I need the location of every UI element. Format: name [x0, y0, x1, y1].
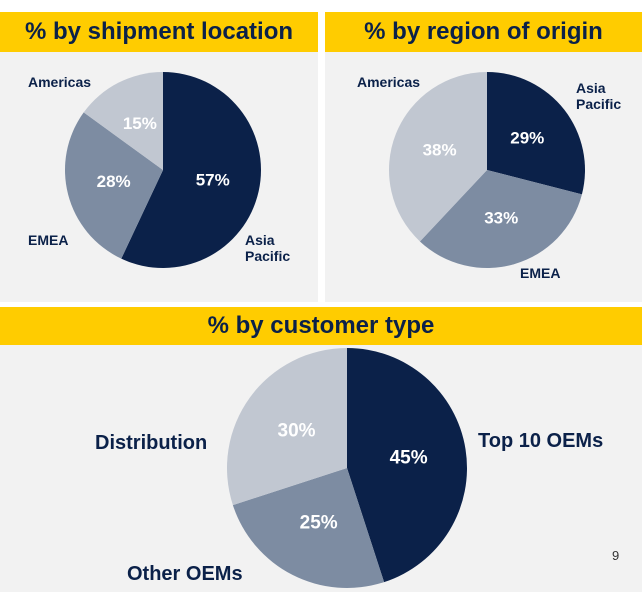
value-label: 57%	[196, 171, 230, 190]
pie-slice	[419, 170, 582, 268]
value-label: 29%	[510, 128, 544, 147]
pie-slice	[64, 112, 163, 259]
pie-slice	[389, 72, 487, 242]
slice-label: EMEA	[520, 265, 561, 281]
panel-title: % by region of origin	[325, 12, 642, 52]
value-label: 45%	[390, 447, 428, 468]
pie-slice	[226, 348, 347, 506]
panel-title: % by customer type	[0, 307, 642, 345]
value-label: 30%	[278, 420, 316, 441]
slice-label: Asia Pacific	[576, 80, 622, 113]
slice-label: Americas	[28, 74, 92, 90]
slice-label: EMEA	[28, 232, 69, 248]
slice-label: Americas	[357, 74, 421, 90]
pie-slice	[232, 468, 385, 588]
value-label: 25%	[300, 513, 338, 534]
pie-slice	[83, 72, 163, 170]
value-label: 28%	[97, 172, 131, 191]
slice-label: Top 10 OEMs	[478, 430, 604, 452]
value-label: 33%	[484, 208, 518, 227]
page-number: 9	[612, 548, 620, 563]
value-label: 38%	[423, 141, 457, 160]
pie-slice	[121, 72, 261, 269]
pie-slice	[487, 72, 585, 195]
value-label: 15%	[123, 114, 157, 133]
panel-title: % by shipment location	[0, 12, 318, 52]
slice-label: Distribution	[95, 432, 208, 454]
pie-slice	[347, 348, 467, 583]
slice-label: Other OEMs	[127, 563, 243, 585]
slice-label: Asia Pacific	[245, 232, 291, 265]
